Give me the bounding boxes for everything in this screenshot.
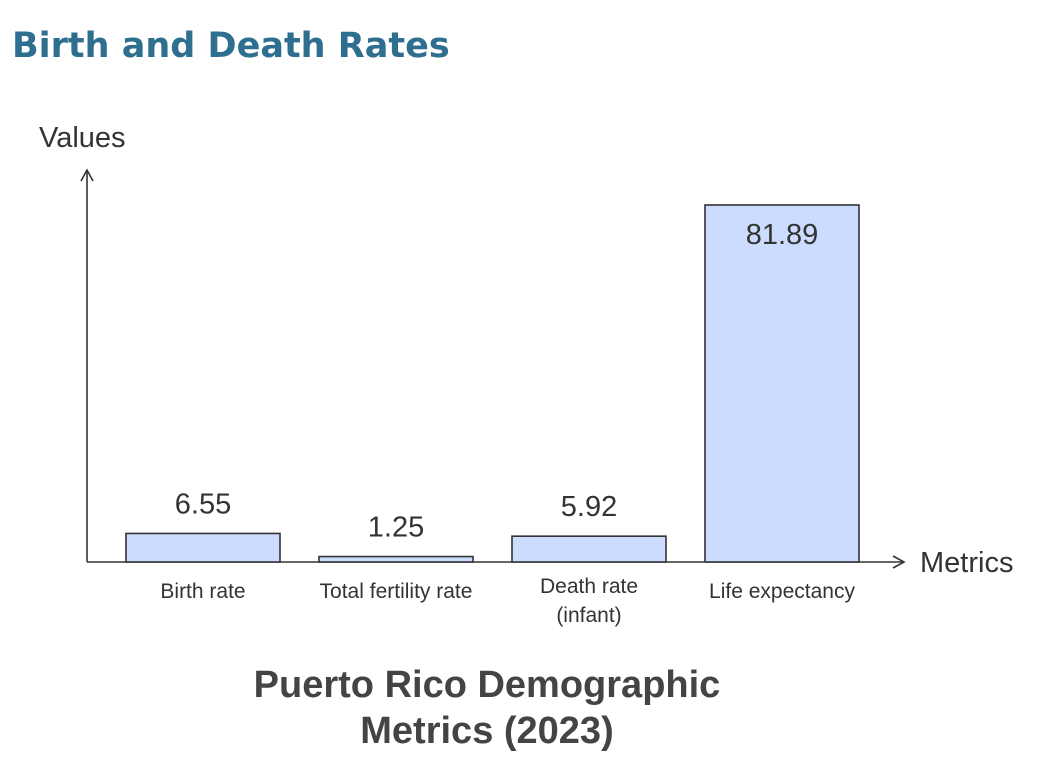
y-axis-title: Values	[39, 122, 126, 154]
bar-2	[511, 535, 667, 563]
category-label-2-line-0: Death rate	[540, 575, 638, 598]
bars-group	[125, 204, 860, 563]
page-title: Birth and Death Rates	[12, 26, 450, 66]
value-labels-group: 6.55 1.25 5.92 81.89	[175, 219, 819, 544]
chart-title-line-1: Puerto Rico Demographic	[254, 664, 721, 706]
category-label-0: Birth rate	[160, 580, 245, 603]
chart-title-line-2: Metrics (2023)	[360, 710, 613, 752]
bar-0	[125, 532, 281, 563]
y-axis-arrow-icon	[80, 168, 94, 182]
category-label-1: Total fertility rate	[320, 580, 473, 603]
bar-3	[704, 204, 860, 563]
category-label-3: Life expectancy	[709, 580, 855, 603]
x-axis-arrow-icon	[892, 555, 906, 569]
category-labels-group: Birth rate Total fertility rate Death rate…	[160, 575, 855, 627]
value-label-2: 5.92	[561, 491, 617, 523]
value-label-0: 6.55	[175, 488, 231, 520]
value-label-3: 81.89	[746, 219, 819, 251]
value-label-1: 1.25	[368, 512, 424, 544]
bar-1	[318, 555, 474, 563]
category-label-2-line-1: (infant)	[556, 604, 621, 627]
x-axis-title: Metrics	[920, 547, 1013, 579]
